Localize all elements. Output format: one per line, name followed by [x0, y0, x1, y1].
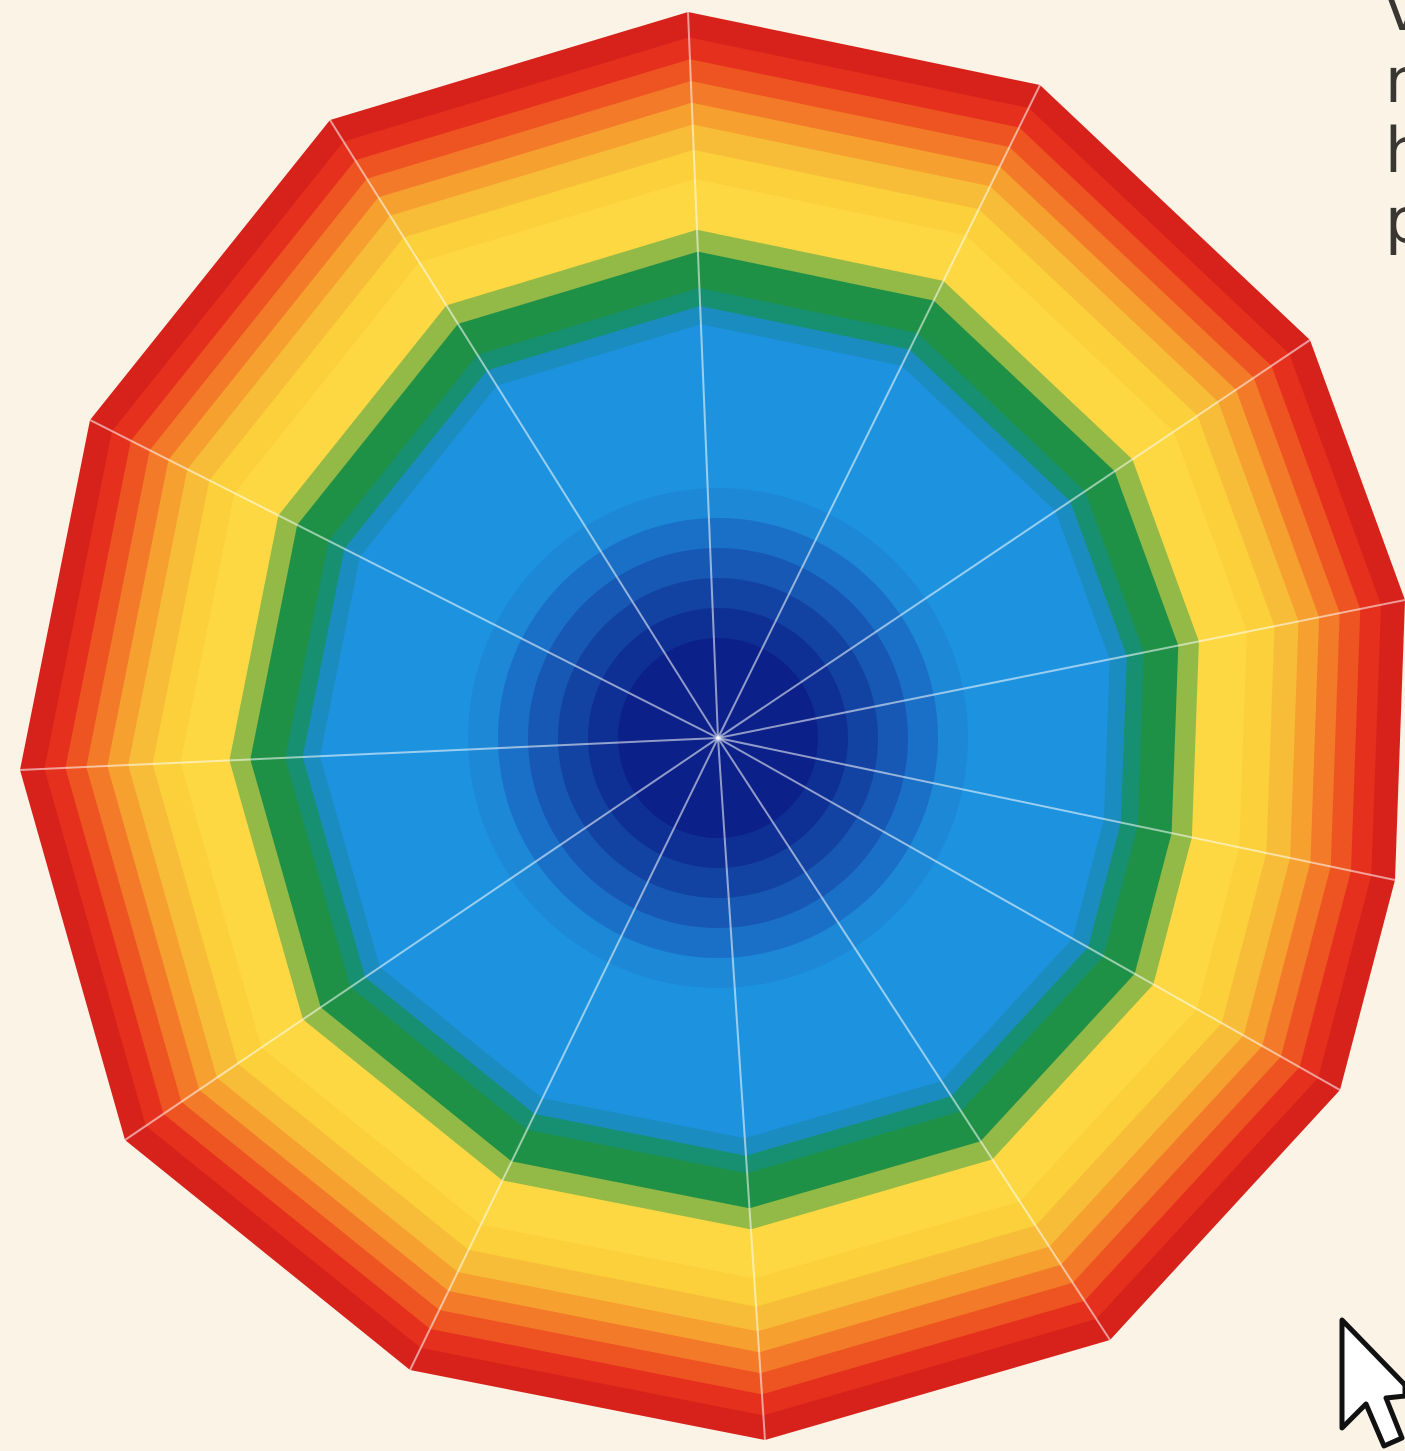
radial-line — [19, 737, 719, 771]
radial-line — [717, 737, 1396, 881]
text-fragment: m — [1385, 44, 1405, 117]
cursor-arrow — [1339, 1317, 1405, 1449]
radial-line — [717, 737, 1111, 1341]
polar-contour-plot — [19, 11, 1405, 1441]
text-column: v m h p — [1385, 0, 1405, 257]
radial-line — [717, 737, 766, 1441]
radial-line — [687, 11, 719, 739]
radial-line — [409, 737, 719, 1371]
radial-line — [89, 419, 719, 739]
radial-line — [717, 339, 1311, 739]
radial-line — [717, 599, 1405, 739]
radial-line — [124, 737, 719, 1141]
text-fragment: p — [1385, 184, 1405, 257]
text-fragment: v — [1385, 0, 1405, 45]
radial-line — [329, 119, 719, 739]
text-fragment: h — [1385, 114, 1405, 187]
radial-line — [717, 84, 1041, 739]
radial-line — [717, 737, 1341, 1091]
